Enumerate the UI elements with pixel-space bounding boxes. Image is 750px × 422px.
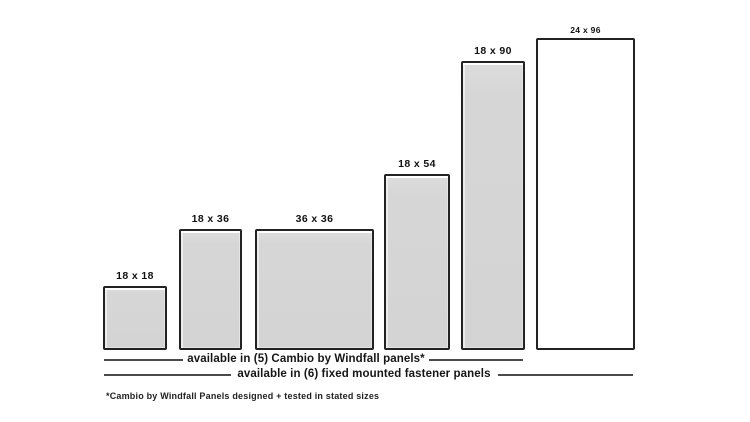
panel-18x54: [384, 174, 450, 350]
panel-36x36: [255, 229, 374, 350]
panel-label-18x54: 18 x 54: [398, 158, 436, 170]
panel-label-24x96: 24 x 96: [570, 25, 601, 35]
cambio-availability-text: available in (5) Cambio by Windfall pane…: [187, 353, 425, 365]
panel-label-18x90: 18 x 90: [474, 45, 512, 57]
cambio-line-left-rule: [104, 359, 183, 361]
cambio-line-right-rule: [429, 359, 523, 361]
panel-label-18x36: 18 x 36: [191, 213, 230, 225]
fixed-availability-text: available in (6) fixed mounted fastener …: [237, 368, 491, 380]
panel-24x96: [536, 38, 635, 350]
panel-18x18: [103, 286, 167, 350]
panel-18x90: [461, 61, 525, 350]
panel-18x36: [179, 229, 242, 350]
panel-label-18x18: 18 x 18: [116, 270, 154, 282]
panel-label-36x36: 36 x 36: [295, 213, 334, 225]
fixed-line-left-rule: [104, 374, 231, 376]
footnote-text: *Cambio by Windfall Panels designed + te…: [106, 391, 380, 401]
fixed-line-right-rule: [498, 374, 633, 376]
